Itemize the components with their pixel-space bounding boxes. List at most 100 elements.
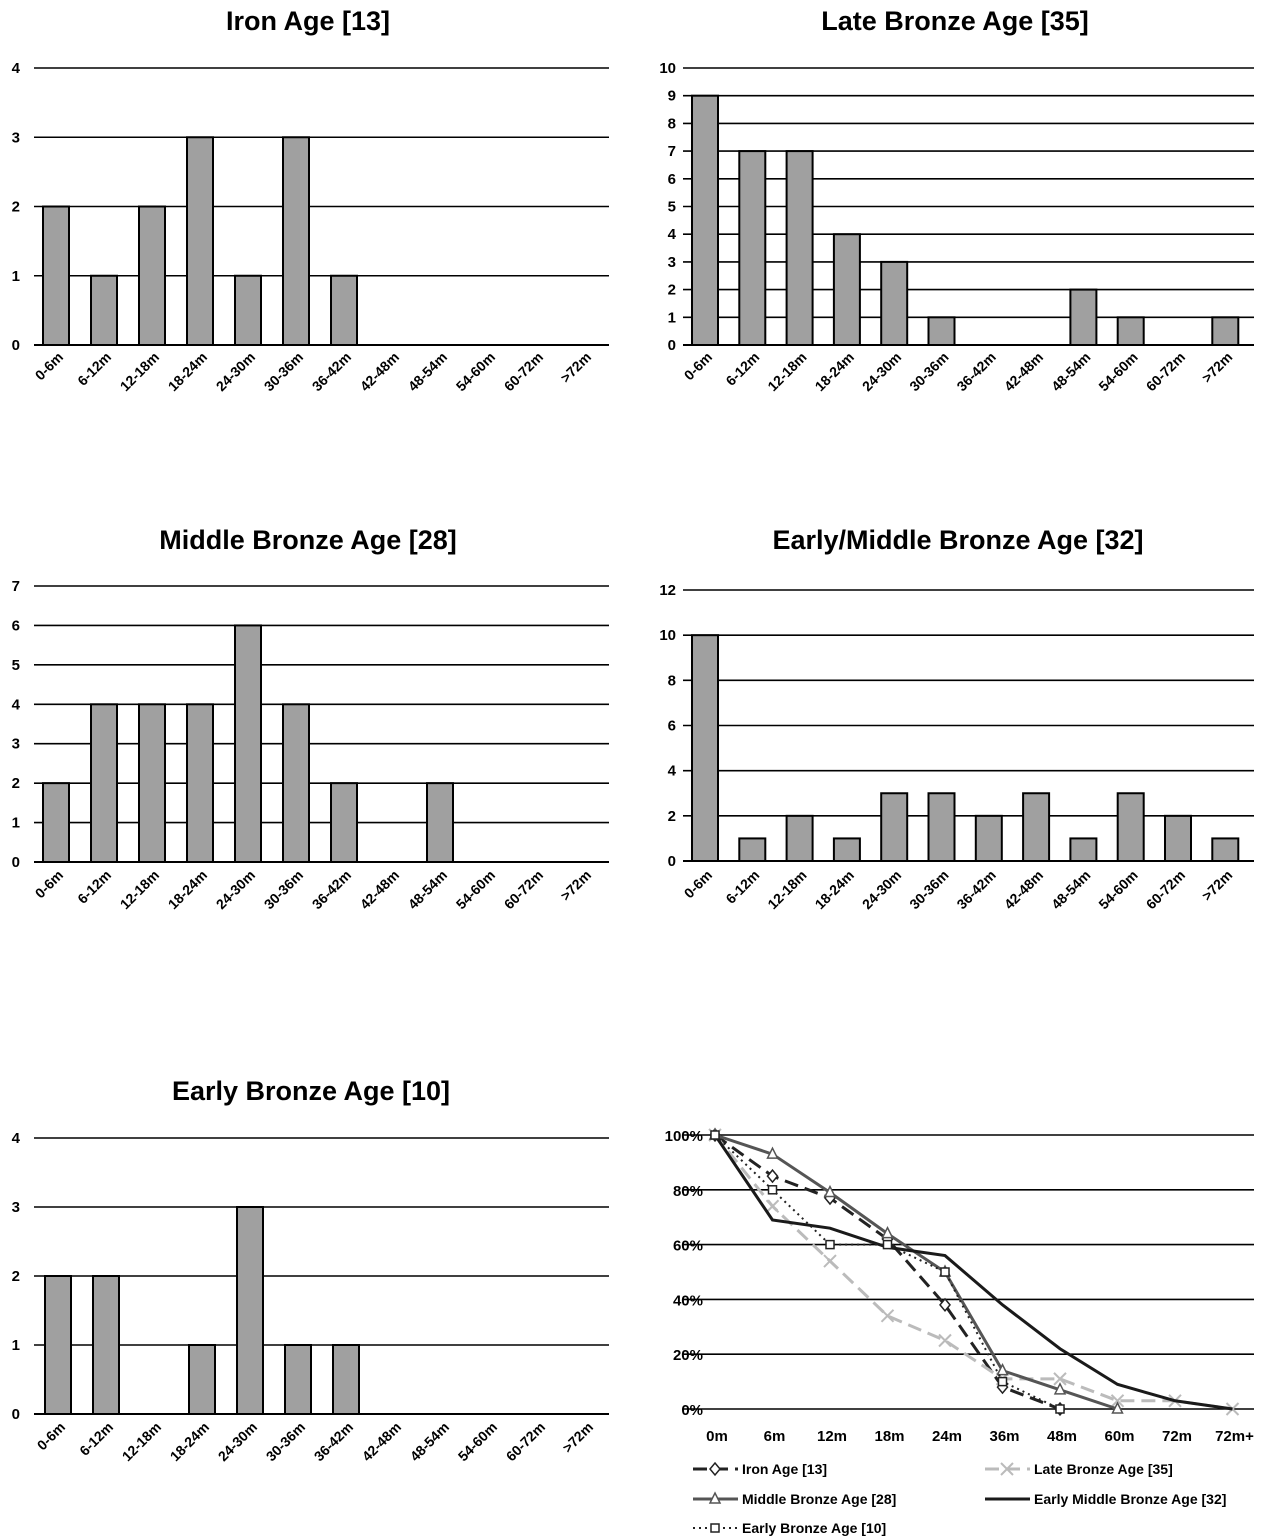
x-tick-label: 42-48m (357, 867, 402, 912)
x-tick-label: 24-30m (859, 867, 904, 912)
data-point (997, 1376, 1008, 1387)
bar (42, 205, 70, 346)
bar (832, 837, 861, 863)
data-point (710, 1523, 720, 1533)
y-tick-label: 3 (12, 129, 20, 146)
x-tick-label: 36-42m (953, 867, 998, 912)
bar (330, 274, 358, 346)
bar (90, 274, 118, 346)
data-point (767, 1185, 778, 1195)
y-tick-label: 100% (665, 1128, 703, 1145)
data-point (881, 1225, 894, 1239)
x-tick-label: 6-12m (74, 867, 114, 907)
data-point (825, 1239, 835, 1250)
x-tick-label: >72m (559, 1419, 596, 1456)
data-point (766, 1168, 779, 1184)
y-tick-label: 8 (668, 115, 676, 132)
x-tick-label: 24m (932, 1428, 962, 1445)
y-tick-label: 3 (12, 1199, 20, 1216)
y-tick-label: 4 (668, 763, 677, 780)
data-point (996, 1362, 1009, 1376)
bar (90, 703, 118, 863)
bar (284, 1344, 312, 1415)
chart-iron-age: 0 1 2 3 4 0-6m 6-12m 12-18m 18-24m 24-30m 30-36m 36… (12, 60, 609, 394)
legend-label: Late Bronze Age [35] (1034, 1461, 1173, 1477)
legend: Iron Age [13] Late Bronze Age [35] Middle … (693, 1461, 1226, 1536)
bar (44, 1275, 72, 1415)
bar (332, 1344, 360, 1415)
bar (785, 814, 814, 862)
y-tick-label: 20% (673, 1347, 703, 1364)
y-tick-label: 7 (12, 578, 20, 595)
x-tick-label: 0-6m (32, 867, 66, 901)
y-tick-label: 4 (668, 226, 677, 243)
x-tick-label: 36m (989, 1428, 1019, 1445)
x-tick-label: 48-54m (405, 349, 450, 394)
bar (832, 233, 861, 346)
x-tick-label: 0-6m (34, 1419, 68, 1453)
x-tick-label: 48-54m (1048, 867, 1093, 912)
x-tick-label: 6m (764, 1428, 786, 1445)
legend-label: Iron Age [13] (742, 1461, 827, 1477)
legend-label: Early Bronze Age [10] (742, 1520, 886, 1536)
x-tick-label: 12-18m (764, 867, 809, 912)
bar (92, 1275, 120, 1415)
bar (42, 782, 70, 864)
x-tick-label: 30-36m (906, 349, 951, 394)
x-tick-label: 0-6m (681, 349, 715, 383)
bar (426, 782, 454, 864)
bar (1022, 792, 1051, 862)
bar (186, 136, 214, 346)
y-tick-label: 2 (668, 808, 676, 825)
chart-middle-bronze-age: 0 1 2 3 4 5 6 7 0-6m 6-12m 12-18m 18-24m 24-30m 30-36… (12, 578, 609, 912)
bar (738, 150, 767, 346)
x-tick-label: 54-60m (453, 867, 498, 912)
data-point (1000, 1462, 1014, 1476)
y-tick-label: 12 (659, 582, 676, 599)
data-point (939, 1297, 951, 1313)
x-tick-label: >72m (1199, 349, 1236, 386)
y-tick-label: 0 (12, 337, 20, 354)
legend-label: Early Middle Bronze Age [32] (1034, 1491, 1226, 1507)
x-tick-label: 36-42m (311, 1419, 356, 1464)
bar (1069, 837, 1098, 863)
x-tick-label: 54-60m (455, 1419, 500, 1464)
data-point (1053, 1372, 1067, 1386)
y-tick-label: 0 (668, 853, 676, 870)
x-tick-label: 72m (1162, 1428, 1192, 1445)
data-point (938, 1333, 952, 1348)
bar (330, 782, 358, 864)
y-tick-label: 10 (659, 60, 676, 77)
y-tick-label: 3 (668, 254, 676, 271)
x-tick-label: 24-30m (213, 867, 258, 912)
y-tick-label: 0 (668, 337, 676, 354)
x-tick-label: >72m (557, 349, 594, 386)
chart-title-iron-age: Iron Age [13] (226, 6, 390, 36)
x-tick-label: 30-36m (261, 867, 306, 912)
y-tick-label: 60% (673, 1238, 703, 1255)
x-tick-label: 24-30m (215, 1419, 260, 1464)
chart-cumulative-survival: 0% 20% 40% 60% 80% 100% 0m 6m 12m 18m 24m 36m 48m 60m… (665, 1127, 1254, 1445)
y-tick-label: 4 (12, 696, 21, 713)
x-tick-label: 60-72m (503, 1419, 548, 1464)
y-tick-label: 1 (668, 309, 676, 326)
chart-title-early-bronze-age: Early Bronze Age [10] (172, 1076, 450, 1106)
data-point (766, 1146, 779, 1159)
x-tick-label: 12-18m (117, 867, 162, 912)
bar (188, 1344, 216, 1415)
data-point (708, 1491, 722, 1504)
y-tick-label: 2 (12, 775, 20, 792)
bar (1211, 316, 1240, 346)
y-tick-label: 2 (12, 199, 20, 216)
data-point (823, 1184, 837, 1198)
data-point (1111, 1401, 1124, 1414)
series-line (713, 1134, 1233, 1411)
bar (1116, 792, 1145, 862)
x-tick-label: 24-30m (213, 349, 258, 394)
x-tick-label: 18-24m (165, 349, 210, 394)
bar (785, 150, 814, 346)
x-tick-label: 18-24m (812, 349, 857, 394)
x-tick-label: 60-72m (1143, 867, 1188, 912)
y-tick-label: 2 (668, 282, 676, 299)
